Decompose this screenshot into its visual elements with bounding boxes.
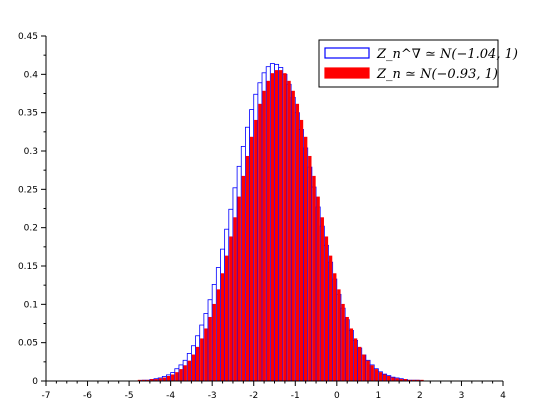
red-bar bbox=[345, 316, 349, 382]
x-tick-label: -7 bbox=[42, 391, 51, 401]
x-tick-label: 2 bbox=[417, 391, 423, 401]
red-bar bbox=[299, 119, 304, 382]
red-bar bbox=[333, 273, 337, 382]
x-tick-label: 0 bbox=[334, 391, 340, 401]
axes: -7 -6 -5 -4 -3 -2 -1 0 1 2 3 4 0 0.05 0.1 0.15 0.2 0.25 0.… bbox=[18, 32, 506, 401]
y-tick-label: 0.05 bbox=[18, 339, 38, 349]
red-bar bbox=[258, 103, 262, 382]
x-tick-label: 3 bbox=[459, 391, 465, 401]
red-bar bbox=[357, 346, 362, 382]
red-bar bbox=[274, 70, 279, 382]
red-bar bbox=[337, 289, 341, 382]
y-tick-label: 0.35 bbox=[18, 109, 38, 119]
red-bar bbox=[220, 273, 225, 382]
x-tick-label: -6 bbox=[83, 391, 92, 401]
legend-swatch bbox=[324, 67, 370, 79]
red-bar bbox=[279, 70, 283, 382]
red-bar bbox=[179, 369, 183, 382]
red-bar bbox=[374, 369, 378, 382]
red-bar bbox=[328, 255, 333, 382]
x-tick-label: -1 bbox=[291, 391, 300, 401]
red-bar bbox=[233, 217, 237, 382]
red-bar bbox=[237, 196, 241, 382]
red-bar bbox=[183, 365, 187, 382]
red-bar bbox=[316, 196, 320, 382]
y-tick-label: 0.15 bbox=[18, 262, 38, 272]
red-bar bbox=[204, 328, 208, 382]
x-tick-label: -5 bbox=[125, 391, 134, 401]
red-bar bbox=[382, 374, 387, 382]
red-bar bbox=[378, 372, 383, 382]
y-tick-label: 0.25 bbox=[18, 185, 38, 195]
legend-label: Z_n^∇ ≃ N(−1.04, 1) bbox=[376, 47, 518, 62]
red-bar bbox=[295, 103, 300, 382]
red-bar bbox=[287, 80, 291, 382]
red-bar bbox=[241, 175, 246, 382]
red-bar bbox=[225, 255, 229, 382]
y-tick-label: 0.2 bbox=[24, 224, 38, 234]
y-tick-label: 0 bbox=[32, 377, 38, 387]
red-bar bbox=[229, 236, 233, 382]
red-bar bbox=[175, 372, 179, 382]
series-red-bars bbox=[137, 70, 424, 382]
red-bar bbox=[349, 328, 354, 382]
y-tick-label: 0.4 bbox=[24, 70, 39, 80]
red-bar bbox=[216, 289, 221, 382]
red-bar bbox=[191, 354, 196, 382]
legend-swatch bbox=[324, 47, 370, 59]
red-bar bbox=[270, 73, 275, 382]
x-tick-label: -3 bbox=[208, 391, 217, 401]
legend-label: Z_n ≃ N(−0.93, 1) bbox=[376, 67, 498, 82]
legend: Z_n^∇ ≃ N(−1.04, 1) Z_n ≃ N(−0.93, 1) bbox=[318, 39, 518, 88]
red-bar bbox=[324, 236, 329, 382]
y-tick-label: 0.45 bbox=[18, 32, 38, 42]
red-bar bbox=[362, 354, 366, 382]
red-bar bbox=[195, 346, 200, 382]
red-bar bbox=[387, 375, 391, 382]
red-bar bbox=[249, 136, 254, 382]
red-bar bbox=[312, 175, 316, 382]
red-bar bbox=[166, 375, 171, 382]
red-bar bbox=[320, 217, 324, 382]
x-tick-label: -2 bbox=[249, 391, 258, 401]
red-bar bbox=[291, 90, 295, 382]
x-tick-label: -4 bbox=[166, 391, 175, 401]
red-bar bbox=[353, 338, 358, 382]
red-bar bbox=[212, 303, 216, 382]
x-tick-label: 1 bbox=[375, 391, 381, 401]
red-bar bbox=[341, 303, 345, 382]
red-bar bbox=[262, 90, 266, 382]
red-bar bbox=[254, 119, 258, 382]
red-bar bbox=[245, 155, 250, 382]
red-bar bbox=[308, 155, 312, 382]
x-tick-label: 4 bbox=[500, 391, 506, 401]
red-bar bbox=[171, 374, 175, 382]
y-tick-label: 0.1 bbox=[24, 300, 38, 310]
red-bar bbox=[366, 360, 370, 382]
red-bar bbox=[187, 360, 192, 382]
red-bar bbox=[208, 316, 212, 382]
y-tick-label: 0.3 bbox=[24, 147, 38, 157]
red-bar bbox=[303, 136, 308, 382]
red-bar bbox=[266, 80, 270, 382]
red-bar bbox=[370, 365, 374, 382]
red-bar bbox=[200, 338, 204, 382]
red-bar bbox=[283, 73, 287, 382]
